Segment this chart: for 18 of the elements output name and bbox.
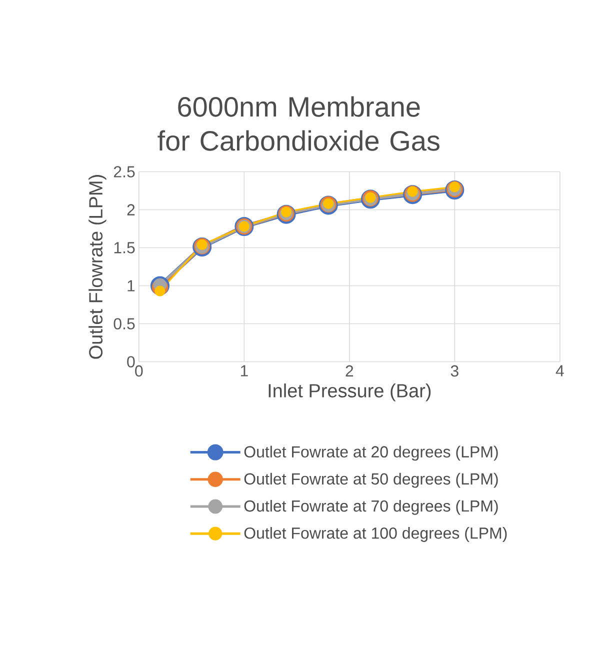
legend-label: Outlet Fowrate at 20 degrees (LPM): [244, 446, 498, 461]
legend-label: Outlet Fowrate at 50 degrees (LPM): [244, 472, 498, 488]
x-tick-label: 1: [240, 365, 248, 376]
legend-label: Outlet Fowrate at 100 degrees (LPM): [244, 527, 507, 542]
y-tick-label: 2: [127, 204, 135, 216]
legend-label: Outlet Fowrate at 70 degrees (LPM): [244, 500, 498, 515]
chart-title: 6000nm Membrane for Carbondioxide Gas: [158, 96, 440, 151]
x-tick-label: 3: [450, 365, 458, 377]
x-tick-label: 0: [135, 365, 143, 377]
y-tick-label: 0.5: [114, 318, 135, 330]
y-tick-label: 0: [127, 356, 135, 368]
y-tick-label: 1: [128, 280, 135, 292]
y-tick-label: 1.5: [114, 242, 135, 254]
x-tick-label: 4: [556, 365, 564, 376]
y-axis-title: Outlet Flowrate (LPM): [88, 175, 106, 359]
y-tick-label: 2.5: [114, 166, 135, 178]
x-axis-title: Inlet Pressure (Bar): [268, 383, 431, 402]
x-tick-label: 2: [346, 365, 354, 376]
